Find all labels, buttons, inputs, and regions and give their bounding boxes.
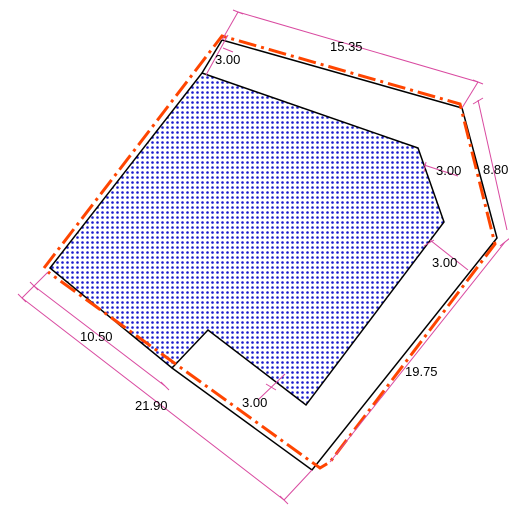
dim-label-setback-right-lower: 3.00 xyxy=(432,255,457,270)
buildable-area xyxy=(48,72,445,407)
dimension-lines xyxy=(17,9,509,505)
dim-label-setback-right-upper: 3.00 xyxy=(436,163,461,178)
setback-zone-edge xyxy=(201,39,223,74)
lot-boundary-line xyxy=(171,39,498,472)
dim-label-top: 15.35 xyxy=(330,39,363,54)
dim-label-setback-top: 3.00 xyxy=(215,52,240,67)
dim-label-setback-bottom: 3.00 xyxy=(242,395,267,410)
property-line xyxy=(42,34,497,470)
dim-label-left: 21.90 xyxy=(135,398,168,413)
dim-label-notch: 10.50 xyxy=(80,329,113,344)
dim-label-lower-right: 19.75 xyxy=(405,364,438,379)
dim-label-right: 8.80 xyxy=(483,162,508,177)
